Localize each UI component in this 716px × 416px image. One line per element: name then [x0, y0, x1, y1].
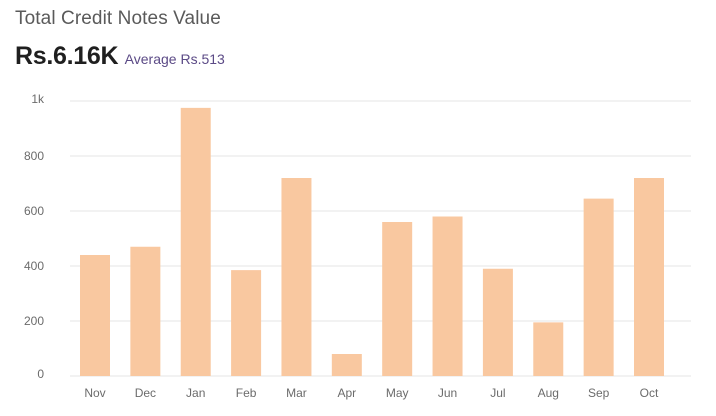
bar-oct[interactable]: [634, 178, 664, 376]
bar-jun[interactable]: [432, 216, 463, 377]
x-tick-label: Oct: [640, 386, 659, 400]
y-tick-label: 200: [24, 314, 44, 328]
bar-nov[interactable]: [80, 255, 110, 376]
bar-may[interactable]: [382, 222, 413, 376]
bar-sep[interactable]: [583, 198, 614, 376]
x-tick-label: Jun: [438, 386, 457, 400]
summary-line: Rs.6.16K Average Rs.513: [15, 42, 225, 71]
average-label: Average: [124, 51, 177, 67]
average-value: Rs.513: [180, 51, 225, 67]
y-tick-label: 0: [37, 367, 44, 381]
y-tick-label: 400: [24, 259, 44, 273]
bars: [80, 107, 664, 377]
y-tick-label: 600: [24, 204, 44, 218]
bar-jan[interactable]: [180, 107, 211, 376]
x-tick-label: Aug: [538, 386, 559, 400]
y-axis-ticks: 0 200 400 600 800 1k: [24, 92, 45, 381]
x-tick-label: Mar: [286, 386, 307, 400]
x-axis-ticks: Nov Dec Jan Feb Mar Apr May Jun Jul Aug Sep Oct: [84, 386, 659, 400]
x-tick-label: Nov: [84, 386, 105, 400]
x-tick-label: Feb: [236, 386, 257, 400]
x-tick-label: May: [386, 386, 409, 400]
bar-dec[interactable]: [130, 246, 161, 376]
average-summary: Average Rs.513: [125, 51, 225, 67]
bar-apr[interactable]: [331, 354, 362, 376]
x-tick-label: Apr: [337, 386, 356, 400]
x-tick-label: Dec: [135, 386, 156, 400]
y-tick-label: 1k: [31, 92, 45, 106]
x-tick-label: Jul: [490, 386, 505, 400]
bar-feb[interactable]: [231, 270, 262, 376]
bar-mar[interactable]: [281, 178, 312, 376]
x-tick-label: Jan: [186, 386, 205, 400]
bar-jul[interactable]: [482, 268, 513, 376]
x-tick-label: Sep: [588, 386, 610, 400]
chart-title: Total Credit Notes Value: [15, 8, 221, 29]
y-tick-label: 800: [24, 149, 44, 163]
bar-aug[interactable]: [533, 322, 564, 376]
total-value: Rs.6.16K: [15, 42, 119, 70]
